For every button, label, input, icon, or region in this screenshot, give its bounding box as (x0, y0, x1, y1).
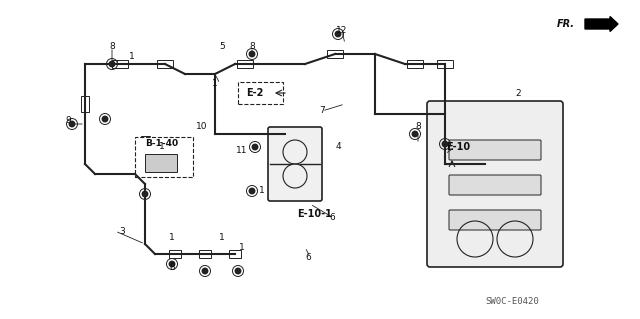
Text: 2: 2 (515, 90, 521, 99)
Text: E-10: E-10 (446, 142, 470, 152)
Text: 6: 6 (329, 212, 335, 221)
Text: 8: 8 (415, 122, 421, 131)
FancyBboxPatch shape (449, 140, 541, 160)
FancyBboxPatch shape (157, 60, 173, 69)
Text: 8: 8 (249, 42, 255, 51)
FancyBboxPatch shape (237, 60, 253, 69)
Text: 6: 6 (305, 253, 311, 262)
Text: 7: 7 (319, 107, 325, 115)
FancyBboxPatch shape (407, 60, 423, 69)
FancyArrow shape (585, 17, 618, 32)
Text: 4: 4 (335, 143, 341, 152)
Circle shape (412, 131, 418, 137)
FancyBboxPatch shape (229, 250, 241, 258)
Text: 1: 1 (129, 53, 135, 62)
Text: 11: 11 (236, 146, 248, 155)
FancyBboxPatch shape (449, 210, 541, 230)
Text: 1: 1 (259, 187, 265, 196)
Text: 8: 8 (169, 263, 175, 271)
Circle shape (335, 31, 340, 37)
FancyBboxPatch shape (199, 250, 211, 258)
FancyBboxPatch shape (169, 250, 181, 258)
Text: 1: 1 (159, 143, 165, 152)
FancyBboxPatch shape (141, 136, 150, 152)
Circle shape (142, 191, 148, 197)
Text: 10: 10 (196, 122, 208, 131)
FancyBboxPatch shape (81, 96, 90, 112)
Text: 9: 9 (65, 116, 71, 125)
FancyBboxPatch shape (327, 49, 343, 58)
Text: E-2: E-2 (246, 88, 264, 98)
Text: FR.: FR. (557, 19, 575, 29)
Text: 1: 1 (219, 233, 225, 241)
FancyBboxPatch shape (135, 137, 193, 177)
Circle shape (102, 116, 108, 122)
Circle shape (202, 268, 208, 274)
Text: 1: 1 (212, 79, 218, 88)
FancyBboxPatch shape (437, 60, 453, 69)
Text: 12: 12 (336, 26, 348, 35)
Text: 3: 3 (119, 226, 125, 235)
Text: 1: 1 (239, 242, 245, 251)
FancyBboxPatch shape (449, 175, 541, 195)
FancyBboxPatch shape (268, 127, 322, 201)
FancyBboxPatch shape (437, 109, 453, 118)
Text: SW0C-E0420: SW0C-E0420 (485, 296, 539, 306)
Circle shape (109, 61, 115, 67)
FancyBboxPatch shape (112, 60, 128, 69)
Circle shape (169, 261, 175, 267)
Circle shape (252, 144, 258, 150)
Text: 5: 5 (219, 42, 225, 51)
Circle shape (249, 188, 255, 194)
Text: B-1-40: B-1-40 (145, 139, 178, 149)
Circle shape (249, 51, 255, 57)
Circle shape (442, 141, 448, 147)
FancyBboxPatch shape (477, 160, 493, 168)
Text: 1: 1 (169, 233, 175, 241)
Text: E-10-1: E-10-1 (298, 209, 332, 219)
Bar (145, 154, 177, 172)
Circle shape (69, 121, 75, 127)
FancyBboxPatch shape (427, 101, 563, 267)
Circle shape (236, 268, 241, 274)
FancyBboxPatch shape (238, 82, 283, 104)
Text: 8: 8 (109, 42, 115, 51)
